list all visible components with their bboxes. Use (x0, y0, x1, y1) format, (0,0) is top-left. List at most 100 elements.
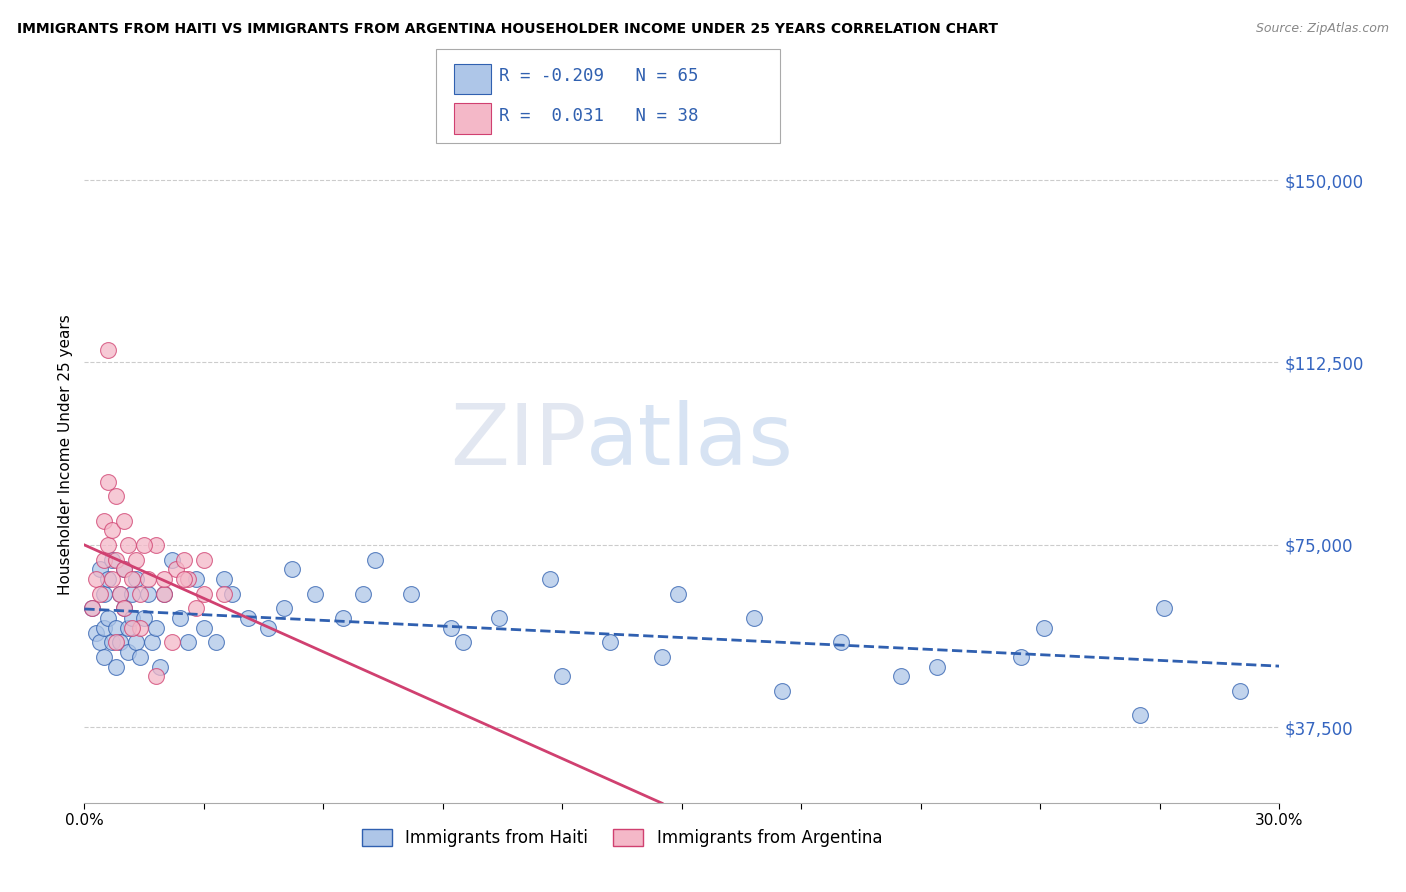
Point (129, 649, 152, 664)
Point (129, 586, 152, 600)
Point (132, 538, 156, 552)
Point (332, 611, 354, 625)
Point (1229, 684, 1251, 698)
Point (651, 649, 673, 664)
Point (86, 572, 108, 586)
Point (112, 601, 135, 615)
Text: R = -0.209   N = 65: R = -0.209 N = 65 (499, 67, 699, 85)
Point (129, 621, 152, 635)
Point (89, 635, 111, 649)
Point (145, 538, 167, 552)
Point (101, 524, 124, 538)
Point (169, 611, 191, 625)
Point (364, 552, 387, 566)
Text: ZIP: ZIP (450, 400, 586, 483)
Point (742, 611, 765, 625)
Point (193, 552, 215, 566)
Point (184, 572, 207, 586)
Point (925, 659, 948, 673)
Point (93, 586, 115, 600)
Point (212, 586, 235, 600)
Point (160, 635, 183, 649)
Point (82, 601, 104, 615)
Point (93, 649, 115, 664)
Point (440, 621, 463, 635)
Point (273, 601, 295, 615)
Point (304, 586, 326, 600)
Point (112, 601, 135, 615)
Point (89, 586, 111, 600)
Point (89, 562, 111, 576)
Point (101, 552, 124, 566)
Point (136, 586, 159, 600)
Point (110, 586, 132, 600)
Point (212, 572, 235, 586)
Point (666, 586, 689, 600)
Point (149, 659, 172, 673)
Point (256, 621, 278, 635)
Point (117, 645, 139, 659)
Point (97, 343, 120, 358)
Point (86, 625, 108, 640)
Point (105, 489, 128, 503)
Point (105, 552, 128, 566)
Point (97, 611, 120, 625)
Text: atlas: atlas (586, 400, 794, 483)
Point (117, 538, 139, 552)
Point (1153, 601, 1175, 615)
Point (153, 572, 176, 586)
Point (105, 635, 128, 649)
Point (101, 572, 124, 586)
Point (280, 562, 302, 576)
Text: IMMIGRANTS FROM HAITI VS IMMIGRANTS FROM ARGENTINA HOUSEHOLDER INCOME UNDER 25 Y: IMMIGRANTS FROM HAITI VS IMMIGRANTS FROM… (17, 22, 998, 37)
Point (177, 635, 200, 649)
Point (97, 475, 120, 489)
Point (125, 635, 148, 649)
Point (205, 635, 228, 649)
Point (136, 572, 159, 586)
Point (93, 621, 115, 635)
Point (93, 552, 115, 566)
Point (112, 562, 135, 576)
Point (110, 586, 132, 600)
Point (121, 621, 143, 635)
Point (451, 635, 474, 649)
Point (160, 552, 183, 566)
Point (153, 586, 176, 600)
Point (121, 611, 143, 625)
Point (145, 669, 167, 683)
Point (105, 659, 128, 673)
Point (1033, 621, 1056, 635)
Point (221, 586, 243, 600)
Point (82, 601, 104, 615)
Point (770, 684, 793, 698)
Point (1010, 649, 1032, 664)
Point (125, 552, 148, 566)
Point (488, 611, 510, 625)
Point (101, 635, 124, 649)
Point (141, 635, 163, 649)
Point (193, 621, 215, 635)
Legend: Immigrants from Haiti, Immigrants from Argentina: Immigrants from Haiti, Immigrants from A… (356, 822, 889, 854)
Point (599, 635, 621, 649)
Point (145, 621, 167, 635)
Point (121, 586, 143, 600)
Point (93, 514, 115, 528)
Point (177, 572, 200, 586)
Point (165, 562, 187, 576)
Point (97, 572, 120, 586)
Point (121, 572, 143, 586)
Point (112, 514, 135, 528)
Point (153, 586, 176, 600)
Text: Source: ZipAtlas.com: Source: ZipAtlas.com (1256, 22, 1389, 36)
Point (890, 669, 912, 683)
Point (193, 586, 215, 600)
Point (551, 669, 574, 683)
Point (399, 586, 422, 600)
Point (540, 572, 562, 586)
Point (184, 601, 207, 615)
Point (125, 572, 148, 586)
Point (97, 538, 120, 552)
Point (110, 635, 132, 649)
Point (105, 621, 128, 635)
